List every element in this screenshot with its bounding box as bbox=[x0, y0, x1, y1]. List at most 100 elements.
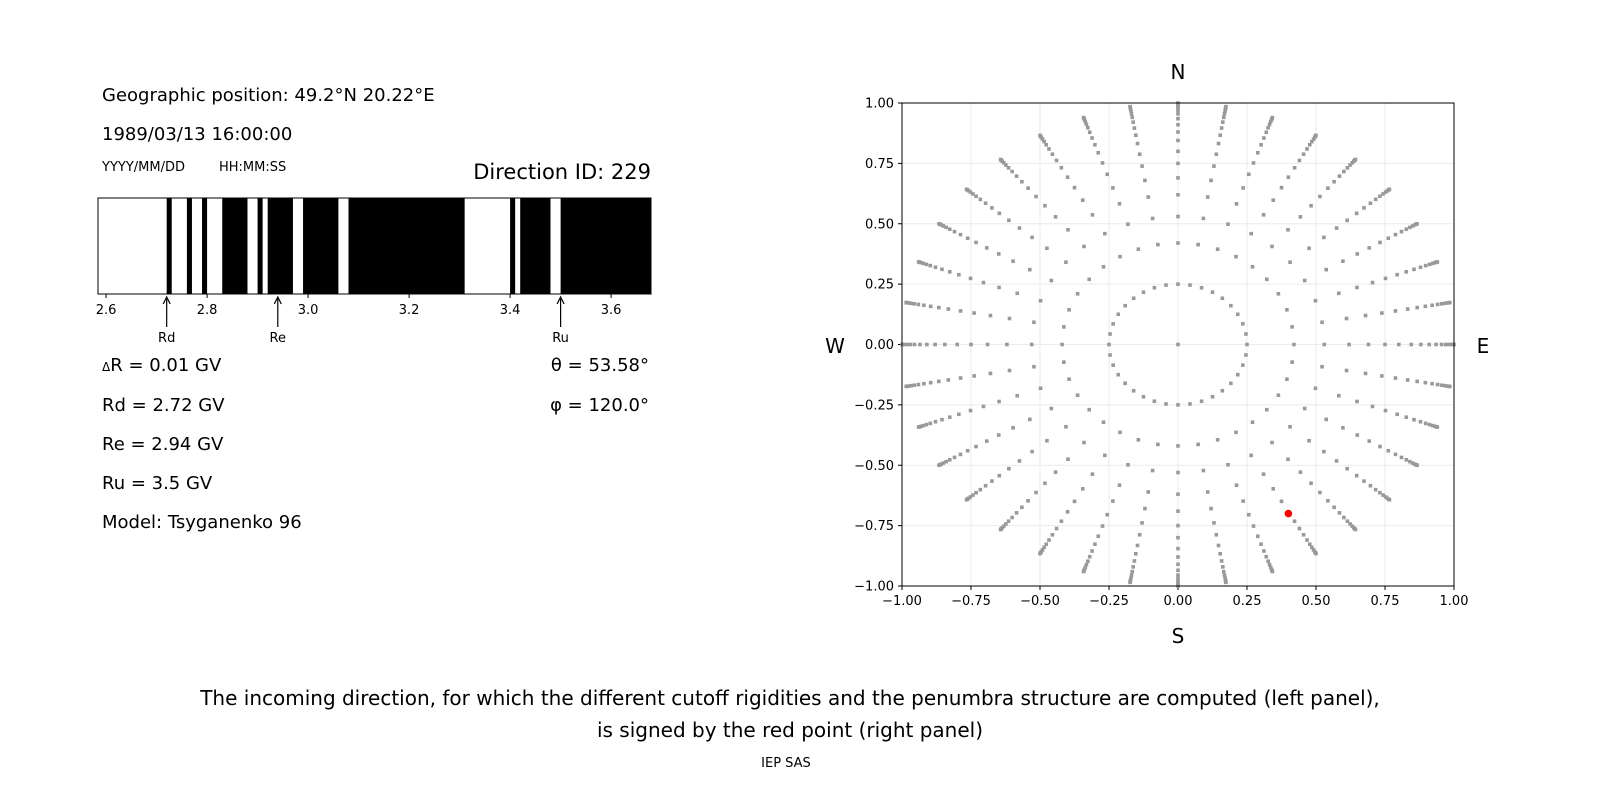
forbidden-band bbox=[257, 198, 263, 294]
grid-point bbox=[1286, 175, 1291, 179]
grid-point bbox=[1318, 194, 1322, 199]
grid-point bbox=[1032, 320, 1036, 325]
grid-point bbox=[1218, 133, 1222, 138]
grid-point bbox=[1004, 163, 1008, 167]
x-tick-label: 2.6 bbox=[96, 303, 117, 318]
grid-point bbox=[1083, 565, 1088, 570]
grid-point bbox=[1126, 462, 1130, 467]
grid-point bbox=[1368, 201, 1373, 206]
grid-point bbox=[946, 378, 951, 382]
grid-point bbox=[1259, 542, 1263, 547]
grid-point bbox=[1313, 386, 1318, 391]
compass-north: N bbox=[1171, 60, 1186, 84]
grid-point bbox=[905, 342, 909, 347]
grid-point bbox=[1141, 290, 1146, 295]
grid-point bbox=[1137, 152, 1142, 157]
grid-point bbox=[1038, 386, 1043, 391]
delta-r-text: R = 0.01 GV bbox=[110, 355, 222, 376]
grid-point bbox=[1345, 466, 1349, 471]
grid-point bbox=[1212, 521, 1216, 525]
y-tick-label: −0.75 bbox=[854, 519, 894, 534]
compass-west: W bbox=[825, 334, 845, 358]
grid-point bbox=[1266, 559, 1270, 564]
grid-point bbox=[1214, 532, 1219, 537]
grid-point bbox=[1064, 260, 1068, 265]
grid-point bbox=[1029, 342, 1034, 347]
grid-point bbox=[1216, 543, 1221, 548]
grid-point bbox=[1130, 115, 1135, 120]
grid-point bbox=[1405, 378, 1410, 382]
grid-point bbox=[1381, 192, 1385, 196]
grid-point bbox=[1409, 342, 1414, 347]
grid-point bbox=[1049, 278, 1054, 283]
grid-point bbox=[1014, 174, 1019, 178]
grid-point bbox=[1188, 402, 1192, 406]
grid-point bbox=[958, 376, 963, 380]
grid-point bbox=[1311, 137, 1316, 141]
grid-point bbox=[1222, 573, 1227, 577]
y-tick-label: −0.50 bbox=[854, 459, 894, 474]
grid-point bbox=[974, 194, 978, 199]
grid-point bbox=[1043, 203, 1047, 208]
grid-point bbox=[1370, 404, 1375, 409]
grid-point bbox=[1108, 332, 1112, 336]
delta-r: ΔR = 0.01 GV bbox=[102, 355, 221, 376]
grid-point bbox=[1439, 342, 1444, 347]
grid-point bbox=[952, 229, 957, 234]
grid-point bbox=[1373, 487, 1378, 492]
grid-point bbox=[1072, 499, 1077, 504]
grid-point bbox=[1378, 240, 1382, 245]
grid-point bbox=[1290, 325, 1294, 329]
grid-point bbox=[1123, 381, 1127, 386]
grid-point bbox=[1030, 235, 1034, 240]
grid-point bbox=[1220, 296, 1225, 301]
grid-point bbox=[981, 404, 986, 409]
grid-point bbox=[1305, 538, 1309, 542]
grid-point bbox=[1399, 455, 1404, 460]
grid-point bbox=[1210, 394, 1215, 399]
grid-point bbox=[1064, 424, 1068, 429]
arrow-up-icon bbox=[273, 295, 282, 305]
ru-value: Ru = 3.5 GV bbox=[102, 473, 213, 494]
grid-point bbox=[1129, 576, 1133, 580]
grid-point bbox=[1345, 166, 1350, 170]
grid-point bbox=[1234, 483, 1239, 488]
grid-point bbox=[1285, 377, 1289, 381]
grid-point bbox=[969, 342, 973, 347]
grid-point bbox=[990, 206, 994, 210]
grid-point bbox=[1117, 201, 1122, 206]
grid-point bbox=[1324, 267, 1328, 272]
grid-point bbox=[1176, 470, 1180, 475]
grid-point bbox=[1404, 415, 1409, 419]
grid-point bbox=[1408, 225, 1412, 230]
grid-point bbox=[1386, 448, 1391, 453]
grid-point bbox=[1116, 312, 1121, 317]
grid-point bbox=[1439, 383, 1444, 387]
grid-point bbox=[1344, 368, 1349, 373]
forbidden-band bbox=[303, 198, 339, 294]
grid-point bbox=[1404, 270, 1409, 274]
grid-point bbox=[921, 423, 926, 428]
grid-point bbox=[1276, 393, 1281, 398]
grid-point bbox=[1223, 109, 1227, 113]
grid-point bbox=[1246, 512, 1251, 517]
grid-point bbox=[996, 433, 1001, 437]
grid-point bbox=[1087, 130, 1092, 135]
grid-point bbox=[1047, 147, 1051, 151]
grid-point bbox=[955, 342, 959, 347]
grid-point bbox=[1215, 247, 1220, 251]
grid-point bbox=[1334, 459, 1339, 463]
grid-point bbox=[1007, 466, 1011, 471]
grid-point bbox=[1201, 216, 1206, 221]
grid-point bbox=[933, 265, 938, 270]
grid-point bbox=[1210, 290, 1215, 295]
grid-point bbox=[1341, 426, 1345, 430]
grid-point bbox=[1020, 179, 1024, 184]
grid-point bbox=[1044, 542, 1049, 547]
grid-point bbox=[1435, 260, 1440, 264]
grid-point bbox=[916, 302, 921, 307]
grid-point bbox=[1292, 342, 1296, 347]
grid-point bbox=[1054, 158, 1059, 163]
grid-point bbox=[1427, 262, 1432, 267]
grid-point bbox=[1362, 206, 1366, 210]
